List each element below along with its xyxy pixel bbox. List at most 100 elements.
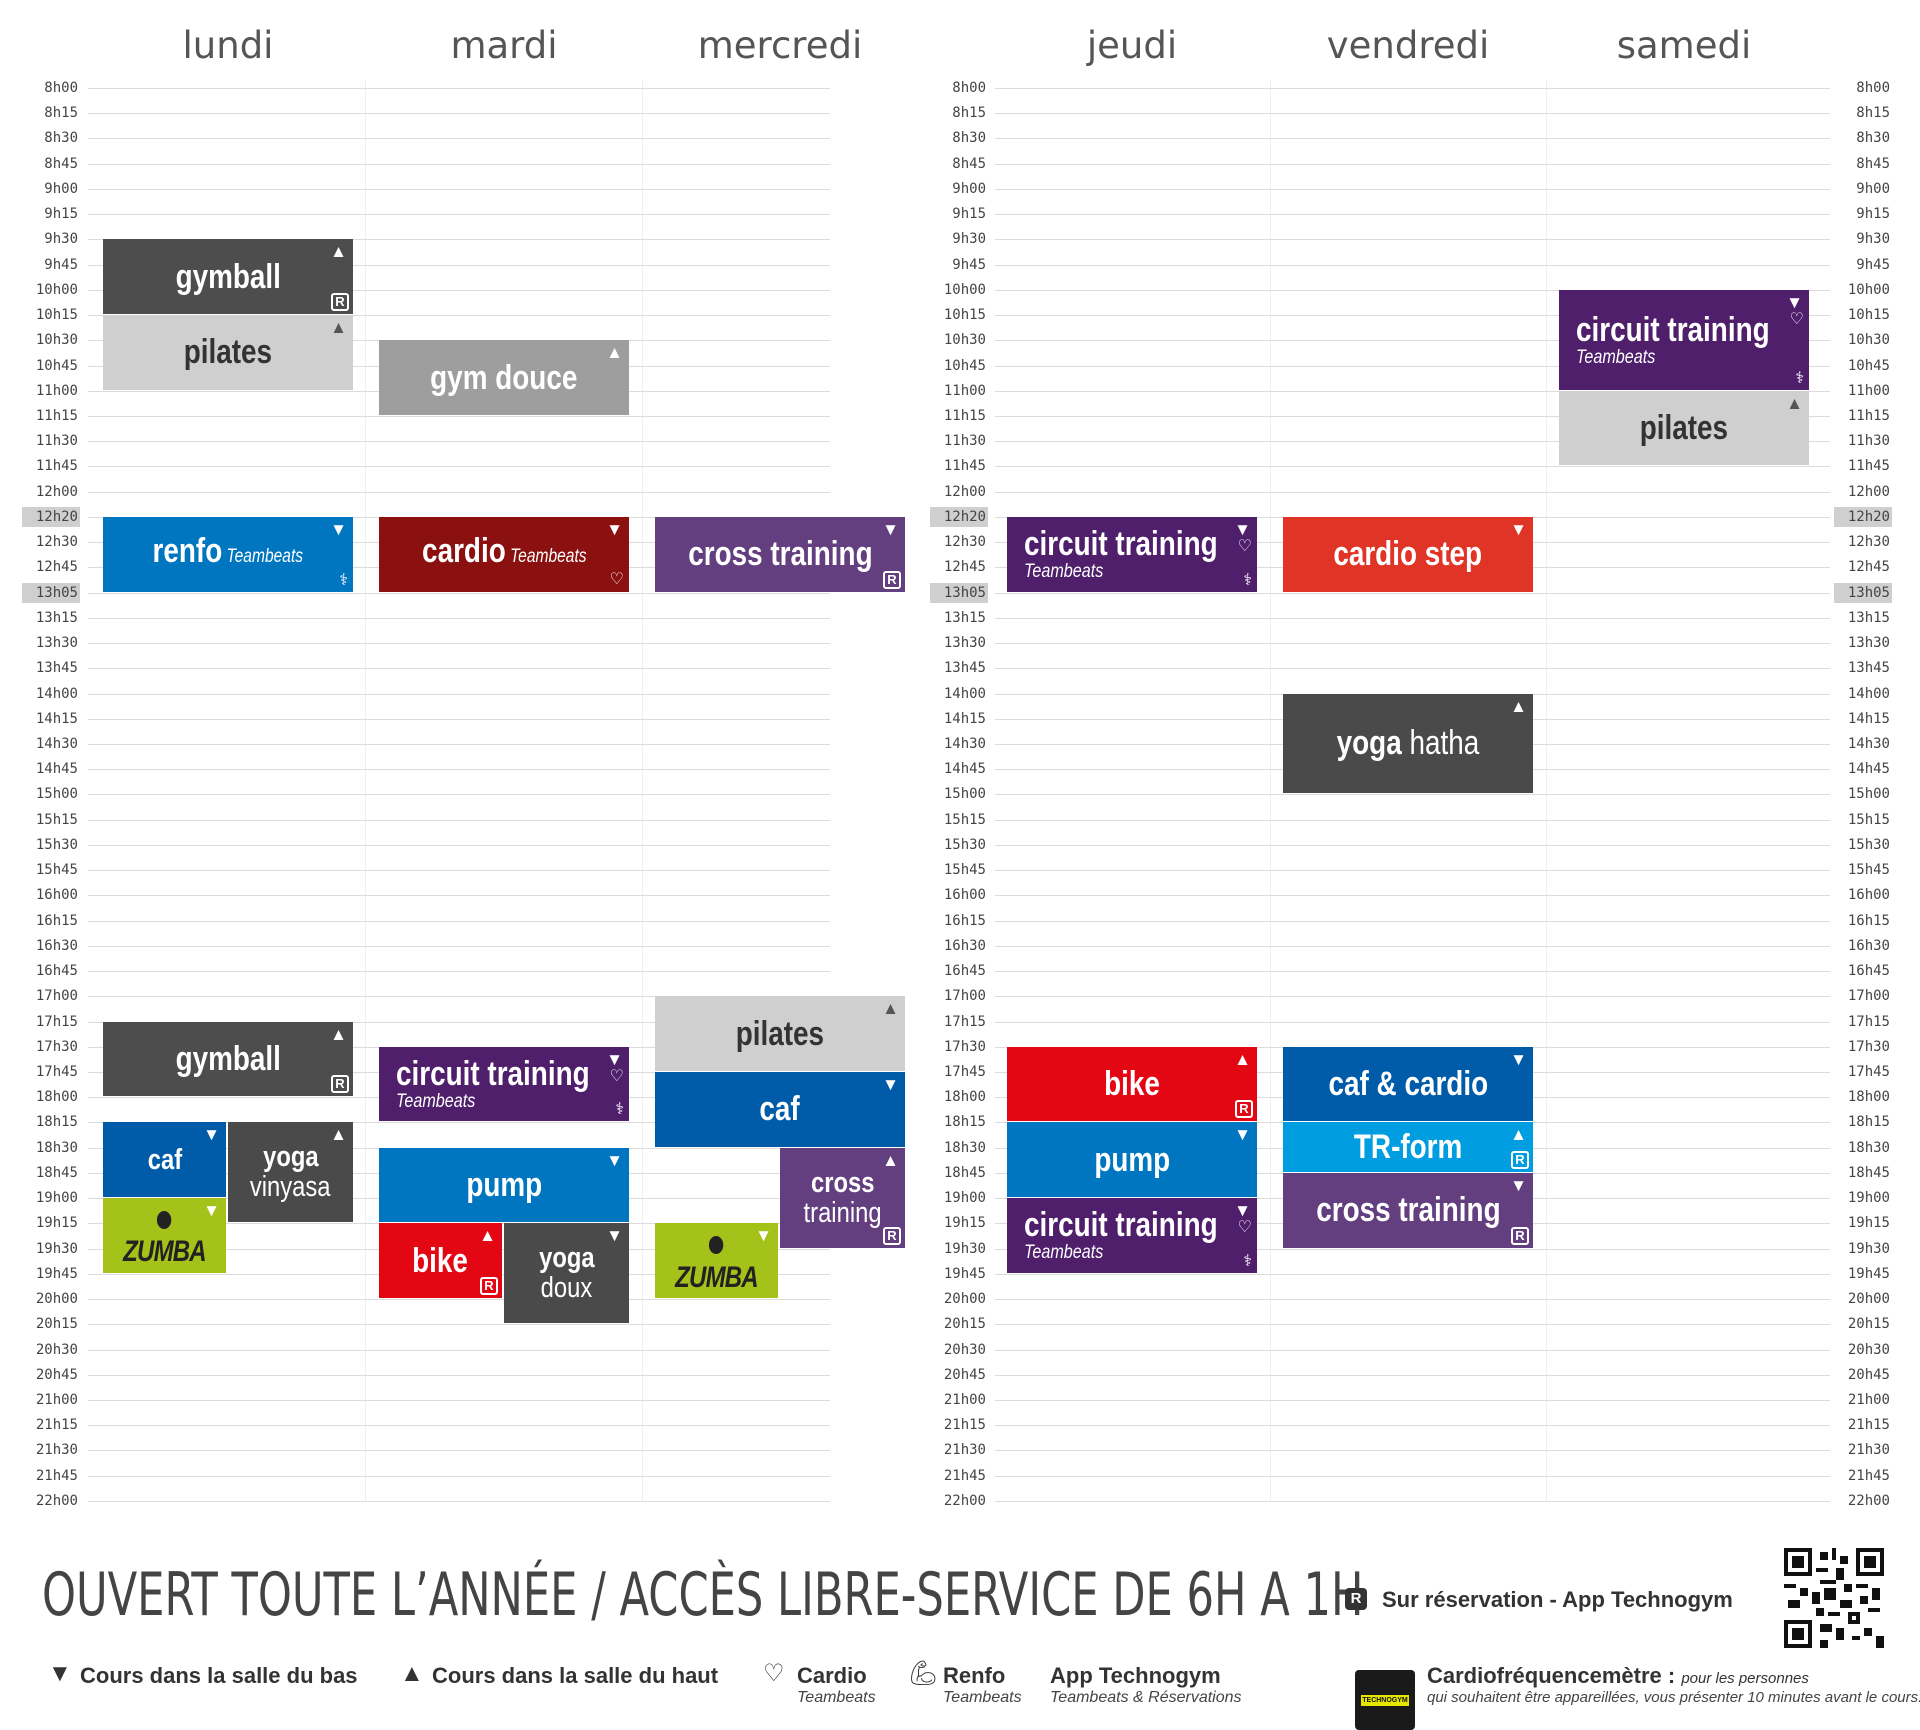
time-label: 20h30 (35, 1341, 78, 1358)
time-label: 20h30 (943, 1341, 986, 1358)
time-label: 11h00 (35, 382, 78, 399)
grid-line (88, 1475, 830, 1477)
time-label: 9h15 (44, 206, 78, 223)
class-block-bike[interactable]: bike ▲ R (1007, 1046, 1257, 1122)
time-label: 21h00 (35, 1391, 78, 1408)
grid-line (995, 1450, 1830, 1452)
time-label: 21h30 (35, 1442, 78, 1459)
time-label: 8h15 (952, 105, 986, 122)
grid-line (88, 1324, 830, 1326)
time-label: 10h45 (943, 357, 986, 374)
grid-line (88, 138, 830, 140)
muscle-arm-icon: ⚕ (615, 1101, 624, 1119)
time-label: 21h00 (1847, 1391, 1890, 1408)
time-label: 20h30 (1847, 1341, 1890, 1358)
time-label: 14h45 (1847, 761, 1890, 778)
grid-line (995, 844, 1830, 846)
grid-line (88, 1450, 830, 1452)
r-badge-icon: R (883, 570, 901, 589)
class-block-circuit-training[interactable]: circuit training Teambeats ▼ ♡ ⚕ (1007, 1198, 1257, 1273)
muscle-arm-icon: ⚕ (339, 571, 348, 589)
class-block-cardio-step[interactable]: cardio step ▼ (1283, 516, 1533, 592)
class-name: circuit training (1024, 1206, 1218, 1245)
heart-pulse-icon: ♡ (1789, 310, 1804, 328)
triangle-up-icon: ▲ (1234, 1049, 1251, 1069)
class-block-pump[interactable]: pump ▼ (379, 1147, 629, 1223)
class-block-circuit-training[interactable]: circuit training Teambeats ▼ ♡ ⚕ (379, 1046, 629, 1122)
legend-cardio-sub: Teambeats (797, 1689, 876, 1706)
class-name: pump (1094, 1140, 1170, 1179)
class-block-circuit-training[interactable]: circuit training Teambeats ▼ ♡ ⚕ (1007, 516, 1257, 592)
class-block-renfo[interactable]: renfo Teambeats ▼ ⚕ (103, 516, 353, 592)
class-block-pilates[interactable]: pilates ▲ (1559, 390, 1809, 466)
grid-line (995, 1248, 1830, 1250)
class-block-circuit-training[interactable]: circuit training Teambeats ▼ ♡ ⚕ (1559, 289, 1809, 390)
time-label: 13h05 (1834, 582, 1892, 603)
class-block-bike[interactable]: bike ▲ R (379, 1223, 502, 1299)
class-block-cross-training[interactable]: cross training ▼ R (1283, 1172, 1533, 1248)
legend-app-sub: Teambeats & Réservations (1050, 1689, 1242, 1706)
r-badge-icon: R (1235, 1100, 1253, 1119)
r-badge-icon: R (331, 293, 349, 312)
time-label: 12h20 (1834, 506, 1892, 527)
legend-app: App Technogym Teambeats & Réservations (1050, 1663, 1242, 1707)
time-label: 8h30 (44, 130, 78, 147)
grid-line (995, 138, 1830, 140)
class-block-cross-training[interactable]: cross training ▼ R (655, 516, 905, 592)
class-block-yoga[interactable]: yoga hatha ▲ (1283, 693, 1533, 794)
class-name: circuit training (396, 1055, 590, 1094)
triangle-down-icon: ▼ (606, 1226, 623, 1246)
triangle-down-icon: ▼ (1510, 519, 1527, 539)
triangle-down-icon: ▼ (1510, 1175, 1527, 1195)
class-block-caf[interactable]: caf ▼ (655, 1071, 905, 1147)
time-label: 15h45 (943, 862, 986, 879)
time-label: 12h20 (22, 506, 80, 527)
class-block-zumba[interactable]: ZUMBA ▼ (103, 1198, 226, 1273)
time-label: 13h45 (1847, 660, 1890, 677)
time-label: 9h45 (44, 256, 78, 273)
time-label: 20h45 (943, 1366, 986, 1383)
grid-line (88, 315, 830, 317)
grid-line (995, 1349, 1830, 1351)
class-block-pump[interactable]: pump ▼ (1007, 1122, 1257, 1198)
class-block-gymball[interactable]: gymball ▲ R (103, 1021, 353, 1097)
triangle-down-icon: ▼ (606, 1150, 623, 1170)
class-name: cross training (1315, 1191, 1501, 1230)
class-block-yoga[interactable]: yoga doux ▼ (504, 1223, 629, 1324)
grid-line (88, 163, 830, 165)
class-block-caf[interactable]: caf ▼ (103, 1122, 226, 1198)
time-label: 17h45 (943, 1063, 986, 1080)
grid-line (995, 239, 1830, 241)
grid-line (88, 289, 830, 291)
time-label: 10h45 (1847, 357, 1890, 374)
class-block-yoga[interactable]: yoga vinyasa ▲ (228, 1122, 353, 1223)
heart-pulse-icon: ♡ (1237, 537, 1252, 555)
class-name: pilates (1639, 409, 1729, 448)
grid-line (88, 1425, 830, 1427)
qr-code-icon[interactable] (1784, 1548, 1884, 1648)
class-name: gymball (175, 257, 281, 296)
grid-line (995, 264, 1830, 266)
class-block-pilates[interactable]: pilates ▲ (103, 315, 353, 390)
class-block-caf-cardio[interactable]: caf & cardio ▼ (1283, 1046, 1533, 1122)
class-block-zumba[interactable]: ZUMBA ▼ (655, 1223, 778, 1299)
time-label: 18h00 (35, 1089, 78, 1106)
time-label: 19h45 (943, 1265, 986, 1282)
class-block-tr-form[interactable]: TR-form ▲ R (1283, 1122, 1533, 1172)
class-block-gym-douce[interactable]: gym douce ▲ (379, 340, 629, 415)
time-label: 20h45 (1847, 1366, 1890, 1383)
time-label: 20h00 (35, 1291, 78, 1308)
class-block-cardio[interactable]: cardio Teambeats ▼ ♡ (379, 516, 629, 592)
time-label: 9h30 (1856, 231, 1890, 248)
legend-renfo: Renfo Teambeats (943, 1663, 1022, 1707)
class-block-gymball[interactable]: gymball ▲ R (103, 239, 353, 315)
time-label: 11h30 (943, 433, 986, 450)
r-badge-icon: R (883, 1226, 901, 1245)
class-block-pilates[interactable]: pilates ▲ (655, 996, 905, 1071)
time-label: 19h00 (35, 1190, 78, 1207)
time-label: 14h45 (943, 761, 986, 778)
time-label: 21h15 (35, 1417, 78, 1434)
time-label: 21h30 (1847, 1442, 1890, 1459)
time-label: 12h00 (943, 483, 986, 500)
class-block-cross[interactable]: cross training ▲ R (780, 1147, 905, 1248)
